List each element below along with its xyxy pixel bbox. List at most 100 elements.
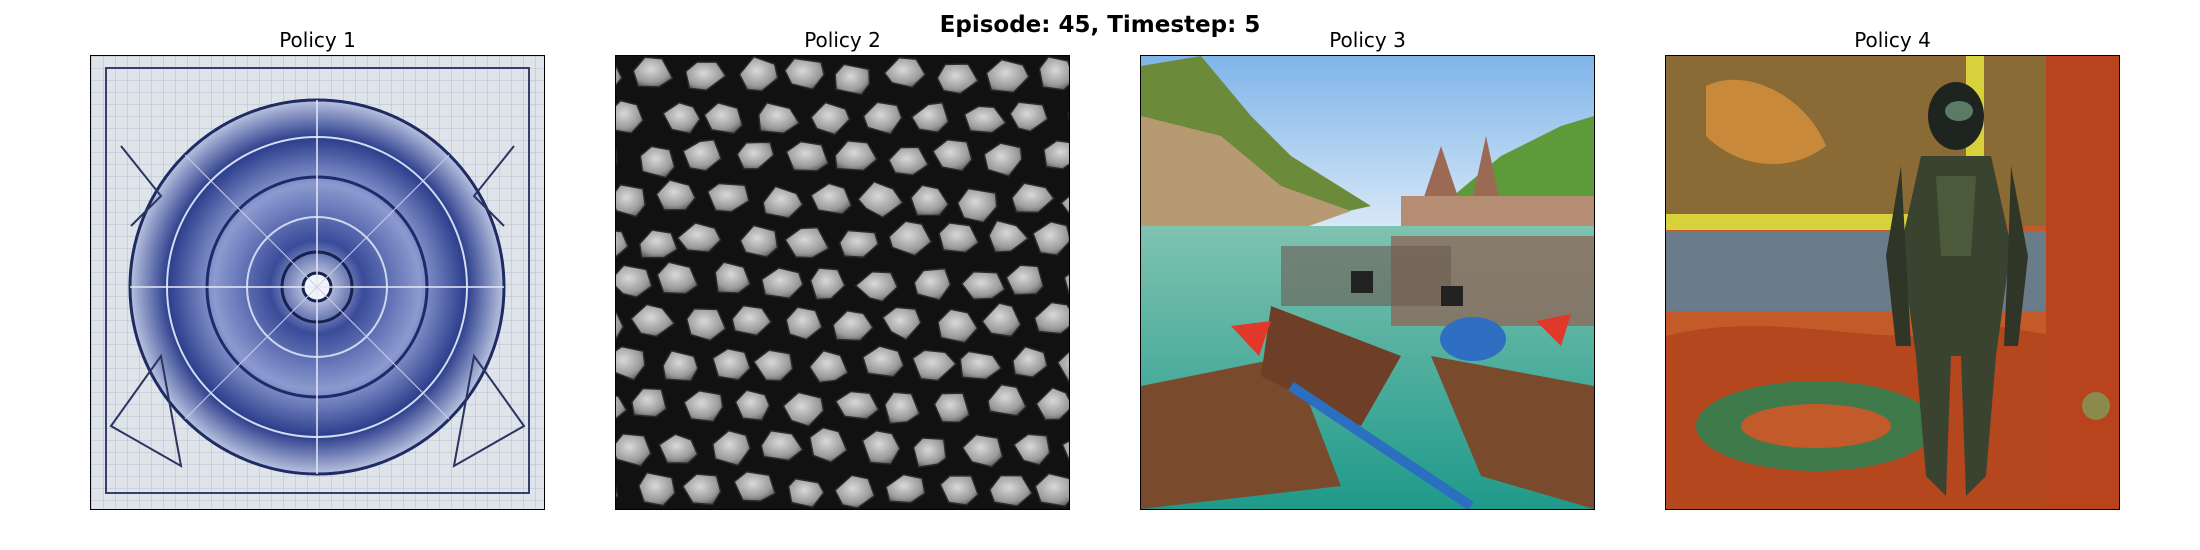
- cobblestone: [662, 101, 701, 135]
- panel-title: Policy 1: [279, 28, 356, 52]
- cobblestone: [631, 387, 668, 418]
- cobblestone: [959, 350, 1003, 380]
- cobblestone: [638, 229, 679, 259]
- cobblestone: [616, 183, 646, 218]
- cobblestone: [1060, 195, 1069, 215]
- cobblestone: [1012, 345, 1049, 378]
- cobblestone: [616, 484, 619, 499]
- blueprint-image: [91, 56, 544, 509]
- panel-title: Policy 3: [1329, 28, 1406, 52]
- policy-1-image: [90, 55, 545, 510]
- cobblestone: [783, 57, 826, 91]
- cobblestone: [937, 308, 979, 344]
- cobblestone: [630, 303, 676, 338]
- cobblestone: [616, 311, 625, 341]
- panel-policy-3: Policy 3: [1140, 0, 1595, 550]
- cobblestone: [1061, 440, 1069, 462]
- cobblestone: [1011, 182, 1055, 214]
- cobblestone: [703, 101, 744, 135]
- cobblestone: [988, 474, 1033, 507]
- cobblestone: [760, 267, 804, 299]
- cobblestone: [736, 141, 775, 170]
- cobblestone: [637, 471, 676, 507]
- cobblestone: [960, 270, 1006, 300]
- cobblestone: [1013, 433, 1051, 466]
- cobblestone: [762, 185, 804, 219]
- cobblestone: [985, 58, 1030, 94]
- cobblestone: [988, 219, 1030, 253]
- cobblestone: [809, 267, 846, 301]
- cobblestone: [854, 271, 899, 303]
- cobblestone: [1038, 56, 1069, 91]
- policy-3-image: [1140, 55, 1595, 510]
- cobblestone: [1043, 140, 1069, 170]
- cobblestone: [861, 429, 901, 465]
- cobblestone: [616, 230, 629, 258]
- cobblestone: [912, 437, 947, 468]
- cobblestone: [910, 101, 950, 133]
- cobblestone: [838, 229, 880, 259]
- cobblestone: [834, 390, 880, 420]
- figure-silhouette: [1886, 82, 2028, 496]
- policy-4-image: [1665, 55, 2120, 510]
- cobblestone: [810, 182, 853, 215]
- cobblestone: [857, 180, 904, 219]
- cobblestone: [752, 349, 794, 382]
- cobblestone: [883, 391, 921, 425]
- cobblestone: [1009, 101, 1049, 133]
- cobblestone: [931, 139, 973, 172]
- cobblestone: [616, 433, 652, 467]
- policy-2-image: [615, 55, 1070, 510]
- cobblestone: [834, 474, 876, 509]
- cobblestone: [1067, 111, 1069, 124]
- cobblestone: [676, 222, 722, 253]
- panel-policy-1: Policy 1: [90, 0, 545, 550]
- cobblestone: [933, 392, 971, 424]
- cobblestone: [685, 308, 727, 342]
- cobblestone: [888, 220, 933, 257]
- cobblestone: [616, 147, 618, 166]
- cobblestone: [810, 101, 851, 136]
- cobblestone: [787, 477, 825, 509]
- cobblestone: [887, 146, 929, 176]
- cobblestone: [832, 309, 874, 342]
- cobblestone: [885, 473, 926, 504]
- cobblestone: [911, 349, 957, 382]
- cobblestone: [711, 429, 752, 467]
- cobblestone: [682, 138, 723, 172]
- cobblestone: [883, 56, 927, 89]
- harbor-image: [1141, 56, 1594, 509]
- cobblestone: [961, 433, 1004, 468]
- cobblestone: [1032, 220, 1069, 256]
- cobblestone: [1035, 386, 1069, 421]
- cobblestone: [616, 394, 628, 420]
- panel-title: Policy 4: [1854, 28, 1931, 52]
- cobblestone: [1033, 301, 1069, 335]
- cobblestone: [662, 349, 699, 382]
- figure-title: Episode: 45, Timestep: 5: [939, 12, 1261, 38]
- cobblestone: [785, 306, 823, 341]
- cobblestone: [757, 101, 801, 134]
- cobblestone: [808, 349, 849, 384]
- cobblestone: [1063, 272, 1069, 296]
- panel-title: Policy 2: [804, 28, 881, 52]
- cobblestone: [936, 63, 979, 95]
- cobblestone: [834, 63, 871, 96]
- cobblestone: [1005, 264, 1045, 296]
- cobblestone: [808, 426, 848, 463]
- cobblestone: [734, 389, 771, 422]
- panel-policy-2: Policy 2: [615, 0, 1070, 550]
- cobblestone: [738, 56, 779, 92]
- cobblestone: [881, 306, 922, 341]
- cobblestone: [862, 101, 903, 135]
- panel-policy-4: Policy 4: [1665, 0, 2120, 550]
- cobblestone: [681, 473, 722, 506]
- cobblestone: [616, 99, 644, 134]
- cobblestone: [714, 261, 752, 294]
- cobblestone: [711, 348, 751, 381]
- painting-image: [1666, 56, 2119, 509]
- cobblestone: [1034, 472, 1069, 508]
- cobblestone: [739, 224, 779, 258]
- cobblestone: [760, 429, 804, 462]
- cobblestone: [938, 222, 980, 254]
